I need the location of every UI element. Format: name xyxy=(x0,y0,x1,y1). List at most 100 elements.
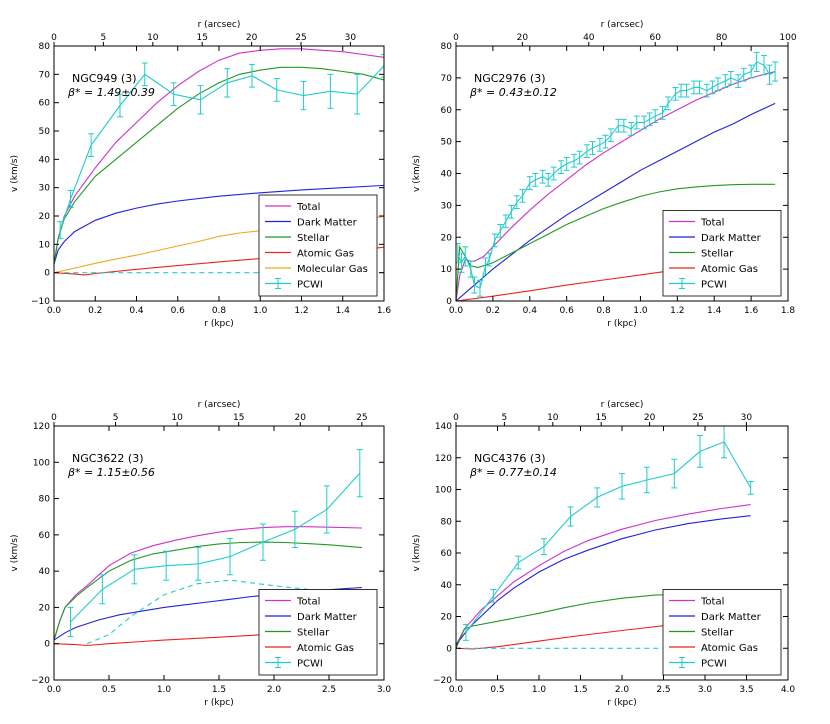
series-line-stellar xyxy=(456,183,776,301)
series-line-total xyxy=(54,526,363,641)
legend-label: PCWI xyxy=(297,659,323,670)
errorbar-point xyxy=(354,73,361,115)
top-x-tick-label: 0 xyxy=(51,33,57,43)
errorbar-point xyxy=(766,64,773,85)
errorbar-point xyxy=(260,523,266,561)
legend-label: Total xyxy=(700,597,724,608)
errorbar-point xyxy=(596,137,603,152)
errorbar-point xyxy=(641,115,648,130)
top-x-tick-label: 60 xyxy=(649,33,661,43)
errorbar-point xyxy=(696,80,703,95)
y-tick-label: −20 xyxy=(433,676,452,686)
legend-label: Stellar xyxy=(701,628,734,639)
y-tick-label: 140 xyxy=(435,422,452,432)
legend-entry: PCWI xyxy=(669,278,727,291)
errorbar-point xyxy=(683,83,690,98)
legend-label: Dark Matter xyxy=(297,612,358,623)
x-axis-label: r (kpc) xyxy=(607,319,636,329)
top-x-tick-label: 25 xyxy=(295,33,306,43)
errorbar-point xyxy=(117,93,123,118)
legend-label: Dark Matter xyxy=(297,218,358,229)
x-tick-label: 0.5 xyxy=(102,685,116,695)
errorbar-point xyxy=(628,122,635,136)
top-x-axis-label: r (arcsec) xyxy=(198,400,241,410)
y-tick-label: 20 xyxy=(39,603,51,613)
series-line-dark-matter xyxy=(456,515,751,646)
top-x-tick-label: 5 xyxy=(113,413,119,423)
top-x-tick-label: 25 xyxy=(356,413,367,423)
y-tick-label: 20 xyxy=(39,212,51,222)
errorbar-point xyxy=(526,176,533,190)
errorbar-point xyxy=(646,112,653,127)
errorbar-point xyxy=(57,221,64,240)
x-tick-label: 0.2 xyxy=(486,306,500,316)
x-tick-label: 3.0 xyxy=(698,685,713,695)
errorbar-point xyxy=(643,466,650,494)
y-tick-label: 80 xyxy=(39,42,51,52)
legend-box xyxy=(662,210,782,297)
series-line-pcwi xyxy=(457,61,776,290)
top-x-tick-label: 0 xyxy=(453,413,459,423)
x-tick-label: 1.2 xyxy=(294,306,308,316)
legend-entry: PCWI xyxy=(669,657,727,670)
top-x-axis-label: r (arcsec) xyxy=(198,20,241,30)
galaxy-name: NGC2976 (3) xyxy=(474,72,546,85)
y-tick-label: 60 xyxy=(441,106,453,116)
series-line-stellar xyxy=(54,541,363,641)
series-line-pcwi xyxy=(70,472,361,623)
x-tick-label: 1.0 xyxy=(253,306,268,316)
x-tick-label: 1.0 xyxy=(532,685,547,695)
legend-label: Atomic Gas xyxy=(297,249,354,260)
errorbar-point xyxy=(227,537,233,576)
top-x-tick-label: 20 xyxy=(295,413,307,423)
errorbar-point xyxy=(323,485,330,534)
top-x-tick-label: 80 xyxy=(716,33,728,43)
errorbar-point xyxy=(594,487,601,508)
errorbar-point xyxy=(747,481,754,495)
top-x-tick-label: 15 xyxy=(595,413,606,423)
errorbar-point xyxy=(381,54,384,78)
y-tick-label: 80 xyxy=(441,42,453,52)
errorbar-point xyxy=(513,195,520,210)
legend-entry: Total xyxy=(265,597,320,608)
x-tick-label: 1.6 xyxy=(744,306,759,316)
x-tick-label: 2.5 xyxy=(322,685,336,695)
x-axis-label: r (kpc) xyxy=(607,698,636,708)
y-tick-label: 20 xyxy=(441,613,453,623)
errorbar-point xyxy=(476,279,483,297)
beta-value: β* = 0.77±0.14 xyxy=(469,466,557,479)
errorbar-point xyxy=(735,74,742,88)
errorbar-point xyxy=(748,64,755,79)
errorbar-point xyxy=(486,252,493,267)
errorbar-point xyxy=(482,257,489,275)
beta-value: β* = 0.43±0.12 xyxy=(469,86,557,99)
y-tick-label: 40 xyxy=(39,155,51,165)
top-x-tick-label: 10 xyxy=(547,413,559,423)
top-x-tick-label: 15 xyxy=(196,33,207,43)
legend-label: PCWI xyxy=(297,280,323,291)
legend: Total Dark Matter Stellar Atomic Gas PCWI xyxy=(258,589,378,676)
errorbar-point xyxy=(456,243,461,264)
errorbar-point xyxy=(678,83,685,98)
beta-value: β* = 1.49±0.39 xyxy=(67,86,155,99)
plot-area xyxy=(456,51,779,301)
x-tick-label: 1.0 xyxy=(157,685,172,695)
errorbar-point xyxy=(652,109,659,123)
y-tick-label: 0 xyxy=(446,644,452,654)
y-tick-label: 0 xyxy=(44,269,50,279)
legend-label: Atomic Gas xyxy=(297,643,354,654)
errorbar-point xyxy=(141,62,148,87)
x-tick-label: 4.0 xyxy=(781,685,796,695)
y-tick-label: 50 xyxy=(39,127,51,137)
errorbar-point xyxy=(709,80,716,95)
errorbar-point xyxy=(772,61,779,82)
errorbar-point xyxy=(490,589,497,603)
errorbar-point xyxy=(615,118,622,133)
chart-panel-2: 0.0 0.2 0.4 0.6 0.8 1.0 1.2 1.4 1.6 1.8 0 10 20 30 40 5… xyxy=(412,20,797,329)
legend-entry: Molecular Gas xyxy=(265,264,368,275)
chart-panel-1: 0.0 0.2 0.4 0.6 0.8 1.0 1.2 1.4 1.6 −10 0 10 20 30 40 5… xyxy=(10,20,391,329)
errorbar-point xyxy=(131,554,138,585)
top-x-tick-label: 0 xyxy=(51,413,57,423)
y-tick-label: −20 xyxy=(31,676,50,686)
y-tick-label: 0 xyxy=(446,297,452,307)
